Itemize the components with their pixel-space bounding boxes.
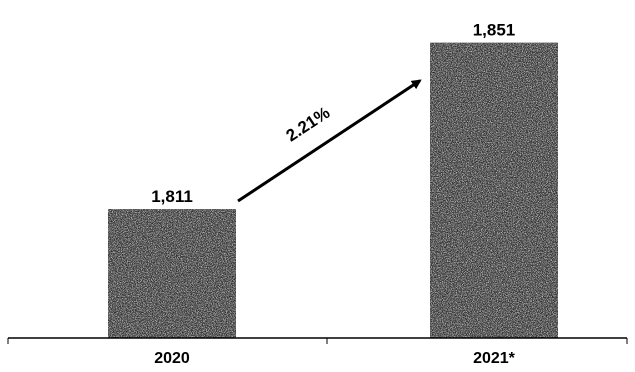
data-label: 1,811	[151, 187, 193, 206]
x-tick-labels-group: 2020 2021*	[154, 350, 515, 367]
bars-group	[108, 42, 558, 338]
growth-annotation: 2.21%	[283, 103, 334, 145]
x-tick-label: 2020	[154, 350, 190, 367]
data-label: 1,851	[473, 21, 516, 40]
data-labels-group: 1,811 1,851	[151, 21, 515, 206]
bar-texture	[108, 209, 236, 338]
growth-arrow	[237, 79, 422, 203]
bar-texture	[430, 42, 558, 338]
x-tick-label: 2021*	[473, 350, 516, 367]
